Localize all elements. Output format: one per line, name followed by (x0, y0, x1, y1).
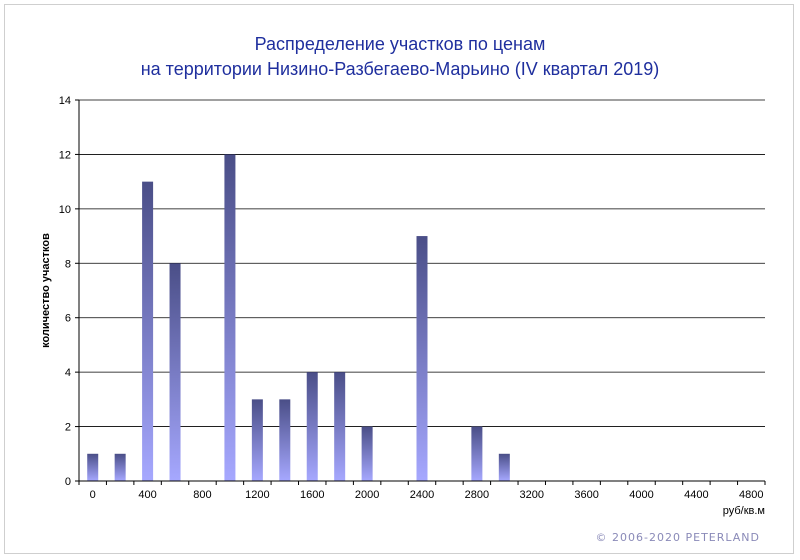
bar-3000 (498, 453, 510, 481)
x-tick-label: 1200 (245, 489, 269, 501)
bar-1800 (334, 372, 346, 481)
x-tick-label: 4800 (739, 489, 763, 501)
chart-title: Распределение участков по ценам (254, 34, 546, 54)
chart-subtitle: на территории Низино-Разбегаево-Марьино … (140, 59, 660, 79)
bar-1600 (306, 372, 318, 481)
bar-1200 (251, 399, 263, 481)
y-tick-label: 4 (65, 367, 71, 379)
bar-2000 (361, 426, 373, 481)
y-tick-label: 12 (59, 149, 71, 161)
x-tick-label: 800 (193, 489, 211, 501)
bar-1400 (279, 399, 291, 481)
bar-1000 (224, 154, 236, 481)
y-axis-label: количество участков (40, 233, 52, 348)
y-tick-label: 2 (65, 422, 71, 434)
bar-400 (142, 181, 154, 481)
x-tick-label: 2400 (410, 489, 434, 501)
y-tick-label: 0 (65, 476, 71, 488)
bar-2400 (416, 236, 428, 481)
x-tick-label: 4400 (684, 489, 708, 501)
x-tick-label: 2000 (355, 489, 379, 501)
x-tick-label: 0 (90, 489, 96, 501)
x-tick-label: 3600 (574, 489, 598, 501)
x-tick-label: 1600 (300, 489, 324, 501)
x-axis-label: руб/кв.м (723, 505, 765, 517)
y-tick-label: 6 (65, 313, 71, 325)
copyright-notice: © 2006-2020 PETERLAND (595, 531, 760, 544)
x-tick-label: 3200 (520, 489, 544, 501)
chart-frame (4, 4, 794, 554)
x-tick-label: 4000 (629, 489, 653, 501)
y-tick-label: 14 (59, 95, 71, 107)
bar-2800 (471, 426, 483, 481)
y-tick-label: 8 (65, 258, 71, 270)
y-tick-label: 10 (59, 204, 71, 216)
bar-200 (114, 453, 126, 481)
x-tick-label: 2800 (465, 489, 489, 501)
bar-600 (169, 263, 181, 481)
x-tick-label: 400 (138, 489, 156, 501)
bar-0 (87, 453, 99, 481)
